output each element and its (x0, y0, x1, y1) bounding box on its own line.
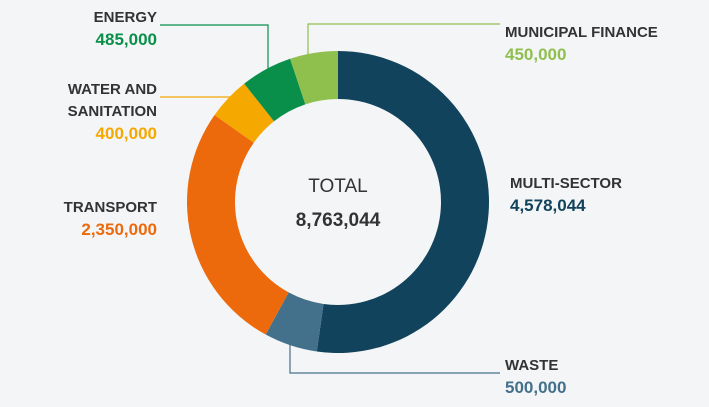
value-label: 485,000 (95, 30, 157, 49)
value-label: 4,578,044 (510, 196, 586, 215)
value-label: 500,000 (505, 378, 567, 397)
value-label: 400,000 (95, 124, 157, 143)
slice (244, 58, 306, 122)
center-label: TOTAL (308, 176, 367, 197)
category-label: WASTE (505, 357, 559, 374)
slice (214, 83, 275, 143)
slice-label: MUNICIPAL FINANCE 450,000 (505, 22, 705, 66)
category-label: ENERGY (93, 9, 157, 26)
slice-label: ENERGY 485,000 (0, 7, 157, 51)
slice-label: MULTI-SECTOR 4,578,044 (510, 173, 700, 217)
category-label: MULTI-SECTOR (510, 175, 622, 192)
category-label: WATER AND SANITATION (67, 81, 157, 120)
slice (316, 51, 489, 353)
slice-label: TRANSPORT 2,350,000 (0, 197, 157, 241)
leader-line (160, 24, 269, 75)
slice-label: WASTE 500,000 (505, 355, 695, 399)
value-label: 450,000 (505, 45, 567, 64)
category-label: TRANSPORT (63, 199, 157, 216)
leader-line (307, 23, 500, 60)
category-label: MUNICIPAL FINANCE (505, 24, 658, 41)
slice (186, 115, 289, 335)
slice-label: WATER AND SANITATION 400,000 (0, 79, 157, 145)
value-label: 2,350,000 (81, 220, 157, 239)
slices (186, 51, 489, 353)
slice (290, 51, 338, 105)
slice (265, 292, 324, 352)
center-total: 8,763,044 (296, 210, 381, 231)
